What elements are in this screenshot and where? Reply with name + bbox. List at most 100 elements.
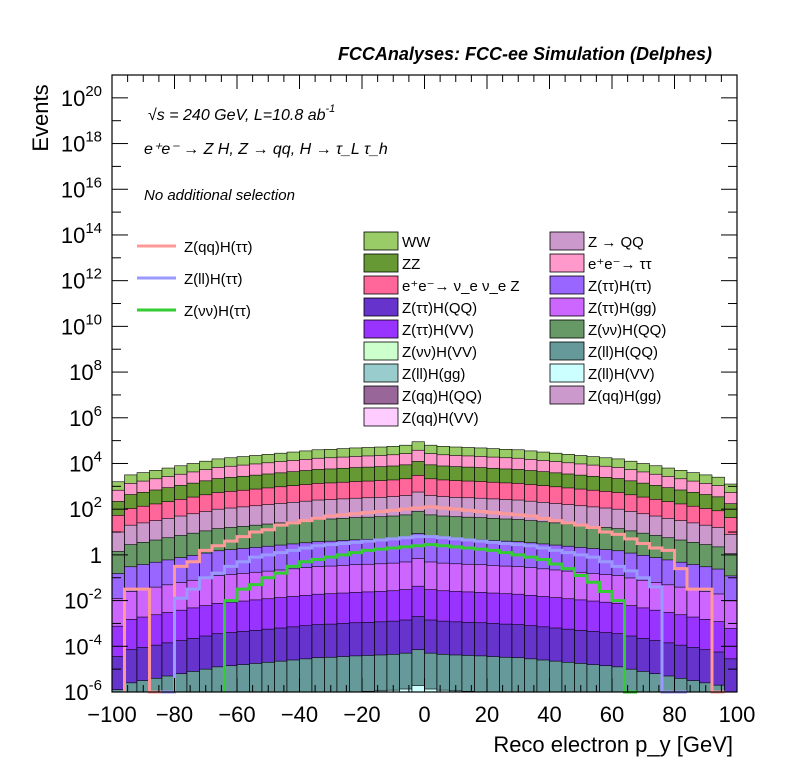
legend-background-label: e⁺e⁻→ ττ: [588, 256, 652, 273]
y-tick-label: 10-6: [64, 677, 102, 705]
stack-bar-z-ll-h-qq-: [474, 655, 488, 693]
legend-signal-label: Z(qq)H(ττ): [184, 239, 253, 256]
stack-bar-z-ll-h-qq-: [224, 665, 238, 693]
legend-background-swatch: [363, 253, 399, 273]
legend-background-swatch: [363, 363, 399, 383]
legend-background-swatch: [549, 319, 585, 339]
legend-background-label: e⁺e⁻→ ν_e ν_e Z: [402, 278, 520, 295]
stack-bar-z-ll-h-qq-: [586, 664, 600, 693]
legend-backgrounds: WW ZZ e⁺e⁻→ ν_e ν_e Z Z(ττ)H(QQ) Z(ττ)H(VV) Z…: [363, 231, 666, 427]
legend-background-label: WW: [402, 234, 431, 251]
x-tick-label: 20: [475, 702, 499, 727]
legend-background-label: Z → QQ: [588, 234, 644, 251]
legend-background-swatch: [549, 297, 585, 317]
legend-background-label: Z(ττ)H(VV): [402, 322, 474, 339]
stack-bar-z-ll-h-qq-: [161, 675, 175, 693]
legend-background-swatch: [549, 231, 585, 251]
stack-bar-z-ll-h-qq-: [461, 655, 475, 693]
legend-background-swatch: [363, 407, 399, 427]
stack-bar-z-ll-h-qq-: [599, 665, 613, 693]
legend-signal-label: Z(νν)H(ττ): [184, 303, 251, 320]
x-tick-label: −40: [281, 702, 318, 727]
y-tick-label: 102: [69, 494, 102, 522]
stack-bar-z-ll-h-qq-: [399, 652, 413, 693]
stack-bar-z-ll-h-vv-: [411, 685, 425, 693]
y-tick-label: 1020: [61, 83, 102, 111]
legend-signals: Z(qq)H(ττ) Z(ll)H(ττ) Z(νν)H(ττ): [137, 239, 253, 320]
y-tick-label: 1012: [61, 266, 102, 294]
legend-background-label: ZZ: [402, 256, 420, 273]
stack-bar-z-h-qq-: [724, 658, 738, 693]
stack-bar-z-ll-h-qq-: [124, 682, 138, 693]
stack-bar-z-ll-h-qq-: [336, 656, 350, 693]
x-tick-label: 60: [600, 702, 624, 727]
y-axis-title: Events: [28, 84, 53, 151]
legend-background-swatch: [363, 231, 399, 251]
legend-background-label: Z(ττ)H(QQ): [402, 300, 477, 317]
x-tick-label: −20: [343, 702, 380, 727]
legend-background-label: Z(νν)H(VV): [402, 344, 477, 361]
y-axis: 1020 1018 1016 1014 1012 1010 108 106 104 102 1 10-…: [61, 83, 737, 705]
stack-bar-z-ll-h-qq-: [661, 675, 675, 693]
stack-bar-z-ll-h-qq-: [211, 666, 225, 693]
stack-bar-z-ll-h-qq-: [149, 677, 163, 693]
legend-background-label: Z(ll)H(QQ): [588, 344, 658, 361]
stack-bar-z-h-qq-: [111, 656, 125, 693]
legend-background-label: Z(ll)H(VV): [588, 366, 655, 383]
stack-bar-z-ll-h-qq-: [311, 657, 325, 693]
stack-bar-z-ll-h-qq-: [299, 658, 313, 693]
stack-bar-z-ll-h-qq-: [274, 660, 288, 693]
energy-luminosity-label: √s = 240 GeV, L=10.8 ab-1: [148, 103, 335, 124]
legend-background-swatch: [549, 275, 585, 295]
y-tick-label: 1014: [61, 220, 102, 248]
x-axis: −100 −80 −60 −40 −20 0 20 40 60 80 100: [87, 75, 755, 727]
x-axis-title: Reco electron p_y [GeV]: [493, 732, 733, 757]
legend-background-label: Z(qq)H(VV): [402, 410, 479, 427]
x-tick-label: 80: [662, 702, 686, 727]
stack-bar-z-ll-h-qq-: [249, 663, 263, 693]
legend-background-label: Z(ll)H(gg): [402, 366, 465, 383]
legend-background-label: Z(νν)H(QQ): [588, 322, 666, 339]
legend-background-swatch: [363, 385, 399, 405]
signal-line-1: [162, 535, 687, 694]
stack-bar-z-ll-h-qq-: [436, 653, 450, 693]
legend-signal-label: Z(ll)H(ττ): [184, 271, 243, 288]
legend-background-label: Z(ττ)H(ττ): [588, 278, 652, 295]
signal-line-0: [123, 505, 725, 694]
stack-bar-z-ll-h-qq-: [499, 656, 513, 693]
stack-bar-z-ll-h-qq-: [349, 655, 363, 693]
y-tick-label: 1016: [61, 174, 102, 202]
background-stack: [111, 441, 738, 693]
legend-background-swatch: [549, 341, 585, 361]
stack-bar-z-ll-h-qq-: [611, 666, 625, 693]
stack-bar-z-ll-h-qq-: [536, 659, 550, 693]
process-label: e⁺e⁻ → Z H, Z → qq, H → τ_L τ_h: [144, 141, 388, 158]
plot-title: FCCAnalyses: FCC-ee Simulation (Delphes): [338, 44, 712, 64]
x-tick-label: 100: [719, 702, 756, 727]
legend-background-swatch: [363, 297, 399, 317]
selection-label: No additional selection: [144, 187, 295, 204]
legend-background-label: Z(qq)H(QQ): [402, 388, 482, 405]
y-tick-label: 1: [90, 543, 102, 568]
y-tick-label: 1018: [61, 129, 102, 157]
stack-bar-z-ll-h-qq-: [424, 652, 438, 693]
legend-background-label: Z(qq)H(gg): [588, 388, 661, 405]
y-tick-label: 108: [69, 357, 102, 385]
legend-background-label: Z(ττ)H(gg): [588, 300, 657, 317]
y-tick-label: 104: [69, 448, 102, 476]
legend-background-swatch: [549, 253, 585, 273]
legend-background-swatch: [549, 363, 585, 383]
legend-background-swatch: [363, 275, 399, 295]
stack-bar-z-ll-h-qq-: [174, 673, 188, 693]
y-tick-label: 10-4: [64, 631, 102, 659]
x-tick-label: 40: [537, 702, 561, 727]
x-tick-label: 0: [418, 702, 430, 727]
stack-bar-z-ll-h-qq-: [286, 659, 300, 693]
stack-bar-z-ll-h-qq-: [524, 658, 538, 693]
x-tick-label: −100: [87, 702, 137, 727]
stack-bar-z-ll-h-qq-: [361, 655, 375, 693]
stack-bar-z-ll-h-qq-: [561, 661, 575, 693]
stack-bar-z-ll-h-qq-: [686, 680, 700, 693]
stack-bar-z-ll-h-qq-: [674, 677, 688, 693]
